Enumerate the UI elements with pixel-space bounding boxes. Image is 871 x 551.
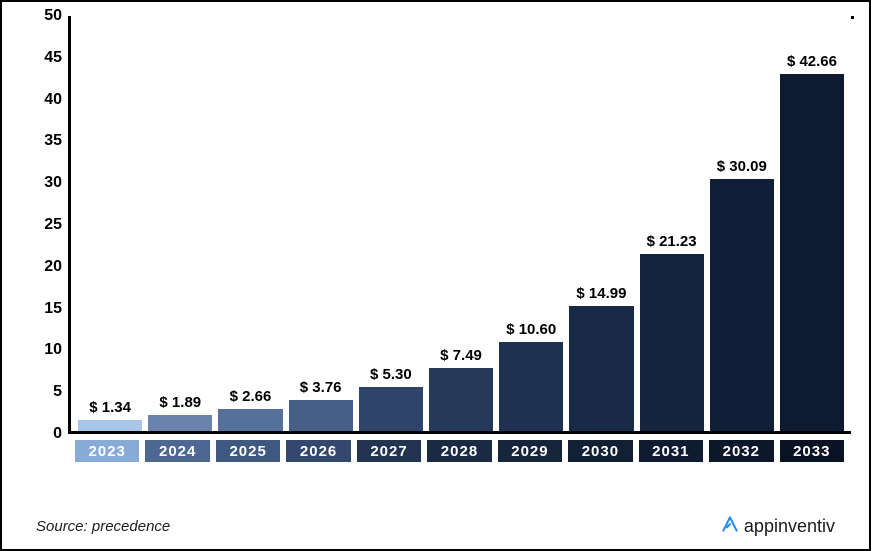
brand-name: appinventiv [744, 516, 835, 537]
y-tick: 35 [44, 132, 62, 150]
bar-value-label: $ 21.23 [647, 233, 697, 250]
bar [640, 254, 704, 431]
x-axis-badge: 2030 [568, 440, 632, 462]
bar-value-label: $ 10.60 [506, 321, 556, 338]
x-axis-badge: 2032 [709, 440, 773, 462]
bar-value-label: $ 3.76 [300, 379, 342, 396]
plot-region: $ 1.34 $ 1.89 $ 2.66 $ 3.76 $ 5.30 $ 7.49 $ 10… [68, 16, 851, 434]
bar [78, 420, 142, 431]
bar-column: $ 14.99 [569, 16, 633, 431]
bar [429, 368, 493, 431]
x-axis-badge: 2033 [780, 440, 844, 462]
y-tick: 5 [53, 383, 62, 401]
bar [780, 74, 844, 431]
y-tick: 45 [44, 49, 62, 67]
x-axis-badge: 2031 [639, 440, 703, 462]
y-tick: 25 [44, 216, 62, 234]
x-axis-badge: 2027 [357, 440, 421, 462]
bar [289, 400, 353, 431]
bar [148, 415, 212, 431]
bar-value-label: $ 1.34 [89, 399, 131, 416]
y-tick: 10 [44, 341, 62, 359]
y-tick: 0 [53, 425, 62, 443]
x-axis-badge: 2024 [145, 440, 209, 462]
x-axis-badge: 2029 [498, 440, 562, 462]
bar [569, 306, 633, 431]
bar-column: $ 2.66 [218, 16, 282, 431]
bar-value-label: $ 7.49 [440, 347, 482, 364]
x-axis-badge: 2023 [75, 440, 139, 462]
bar-column: $ 42.66 [780, 16, 844, 431]
bar-column: $ 7.49 [429, 16, 493, 431]
chart-frame: 05101520253035404550 $ 1.34$ 1.89$ 2.66$… [0, 0, 871, 551]
x-axis-badge: 2025 [216, 440, 280, 462]
bar-column: $ 1.34 [78, 16, 142, 431]
x-axis-badge: 2026 [286, 440, 350, 462]
footer: Source: precedence appinventiv [36, 514, 835, 539]
bar-value-label: $ 5.30 [370, 366, 412, 383]
bar-column: $ 5.30 [359, 16, 423, 431]
bar-value-label: $ 30.09 [717, 158, 767, 175]
y-tick: 30 [44, 174, 62, 192]
bar-column: $ 1.89 [148, 16, 212, 431]
brand-logo-icon [720, 514, 740, 539]
bar [218, 409, 282, 431]
y-tick: 20 [44, 258, 62, 276]
y-tick: 40 [44, 91, 62, 109]
x-axis-badge: 2028 [427, 440, 491, 462]
bar [499, 342, 563, 431]
chart-area: 05101520253035404550 $ 1.34$ 1.89$ 2.66$… [20, 16, 851, 464]
bar-value-label: $ 1.89 [159, 394, 201, 411]
bar-value-label: $ 42.66 [787, 53, 837, 70]
bar-value-label: $ 14.99 [576, 285, 626, 302]
source-text: Source: precedence [36, 518, 170, 535]
brand: appinventiv [720, 514, 835, 539]
bar-column: $ 3.76 [289, 16, 353, 431]
bar-value-label: $ 2.66 [230, 388, 272, 405]
bar-column: $ 30.09 [710, 16, 774, 431]
y-tick: 15 [44, 300, 62, 318]
y-axis: 05101520253035404550 [20, 16, 68, 434]
bar-column: $ 10.60 [499, 16, 563, 431]
y-tick: 50 [44, 7, 62, 25]
bar-column: $ 21.23 [640, 16, 704, 431]
bar [710, 179, 774, 431]
bar [359, 387, 423, 431]
x-axis-badges: 2023 2024 2025 2026 2027 2028 2029 2030 2031 2032… [68, 440, 851, 464]
axis-cap [851, 16, 854, 19]
